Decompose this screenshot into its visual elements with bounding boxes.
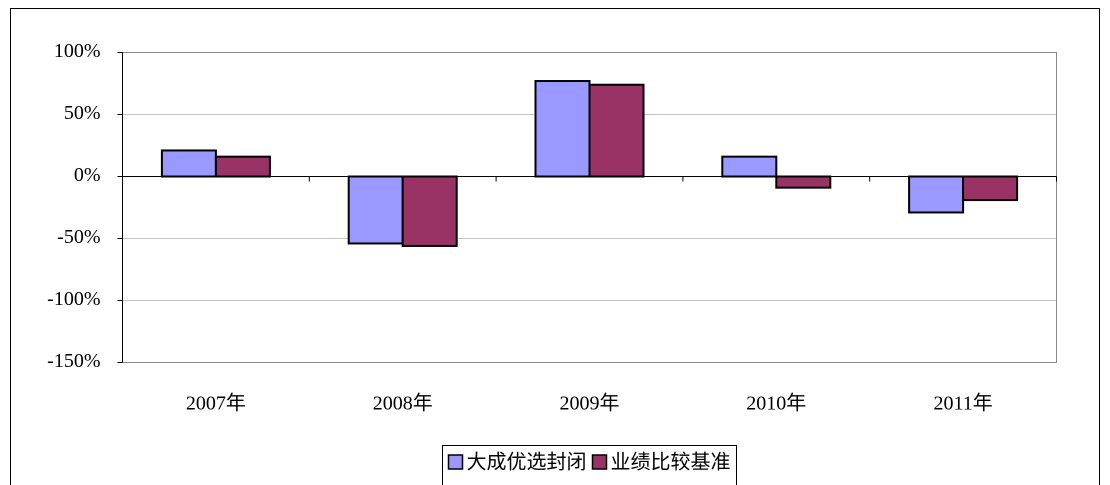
x-tick-label: 2009年 — [560, 392, 620, 415]
x-tick-label: 2010年 — [746, 392, 806, 415]
bar — [214, 155, 271, 178]
legend-box — [442, 445, 737, 485]
y-tick-label: 0% — [74, 164, 101, 186]
legend-swatch — [591, 454, 608, 470]
y-tick-label: -150% — [47, 350, 100, 372]
y-tick-label: -100% — [47, 288, 100, 310]
legend-swatch — [447, 454, 464, 470]
bar — [908, 175, 965, 214]
y-tick-label: -50% — [57, 226, 100, 248]
bar — [160, 149, 217, 178]
bar — [347, 175, 404, 245]
bar — [401, 175, 458, 247]
y-tick-label: 50% — [64, 102, 101, 124]
bar — [721, 155, 778, 178]
bar — [962, 175, 1019, 202]
bar — [775, 175, 832, 189]
legend-label: 业绩比较基准 — [611, 451, 731, 474]
x-tick-label: 2007年 — [186, 392, 246, 415]
x-tick-label: 2011年 — [933, 392, 992, 415]
x-tick-label: 2008年 — [373, 392, 433, 415]
bar — [588, 83, 645, 178]
legend-label: 大成优选封闭 — [467, 451, 587, 474]
y-tick-label: 100% — [54, 40, 101, 62]
legend: 大成优选封闭 业绩比较基准 — [442, 445, 737, 485]
bar — [534, 80, 591, 178]
